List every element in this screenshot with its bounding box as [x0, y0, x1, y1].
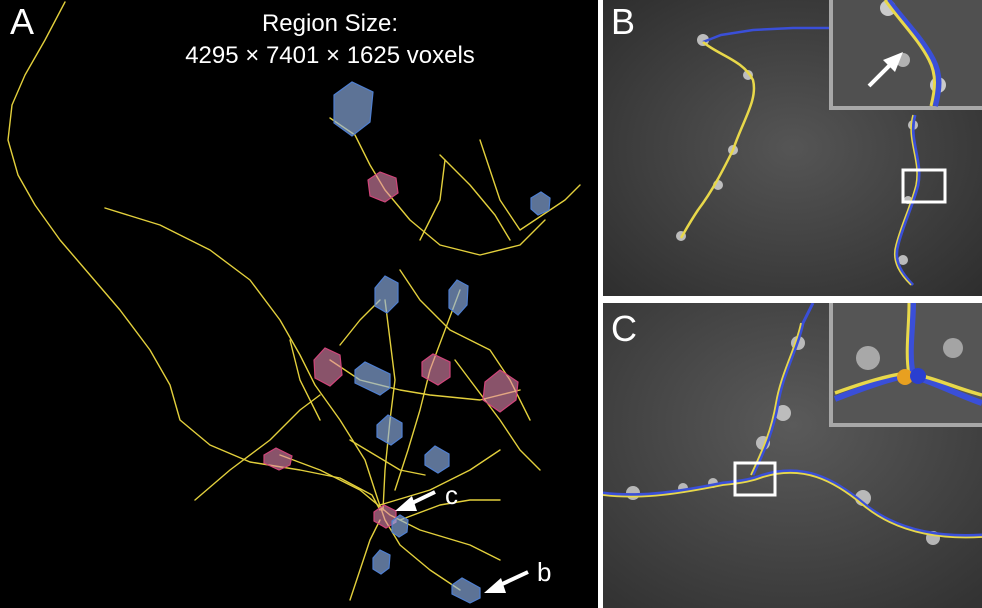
box-blue — [354, 361, 391, 396]
neuron-traces — [7, 1, 581, 601]
box-blue — [376, 414, 403, 446]
region-size-label: Region Size: — [261, 10, 399, 37]
box-blue — [424, 445, 450, 474]
panel-letter: B — [611, 1, 636, 42]
arrow-c-label: c — [445, 480, 458, 510]
box-pink — [313, 347, 343, 387]
panel-b: B — [603, 0, 982, 296]
box-blue — [448, 279, 469, 316]
arrows — [395, 490, 529, 593]
arrow-b-icon — [484, 570, 529, 593]
box-blue — [372, 549, 391, 575]
inset-c — [829, 303, 982, 427]
microscopy-image-c — [603, 303, 982, 608]
box-pink — [263, 447, 293, 471]
neuron-reconstruction — [7, 1, 581, 604]
panel-c: C — [603, 303, 982, 608]
branch-point-blue — [910, 368, 926, 384]
box-pink — [421, 353, 451, 386]
box-blue — [530, 191, 551, 216]
arrow-b-label: b — [537, 557, 552, 587]
box-blue — [374, 275, 399, 314]
arrow-icon — [867, 52, 903, 88]
microscopy-image-b — [603, 0, 982, 296]
box-blue — [451, 577, 481, 604]
panel-letter: C — [611, 308, 637, 349]
zoom-box — [733, 461, 777, 497]
panel-letter: A — [10, 1, 35, 42]
box-pink — [367, 171, 399, 203]
zoom-box — [901, 168, 947, 204]
branch-point-orange — [897, 369, 913, 385]
inset-b — [829, 0, 982, 110]
box-pink — [482, 369, 519, 413]
box-blue — [391, 514, 409, 538]
region-size-value: 4295 × 7401 × 1625 voxels — [185, 42, 475, 69]
bounding-boxes — [263, 81, 551, 604]
box-blue — [333, 81, 374, 137]
panel-a: A Region Size: 4295 × 7401 × 1625 voxels… — [0, 0, 598, 608]
arrow-c-icon — [395, 490, 436, 511]
